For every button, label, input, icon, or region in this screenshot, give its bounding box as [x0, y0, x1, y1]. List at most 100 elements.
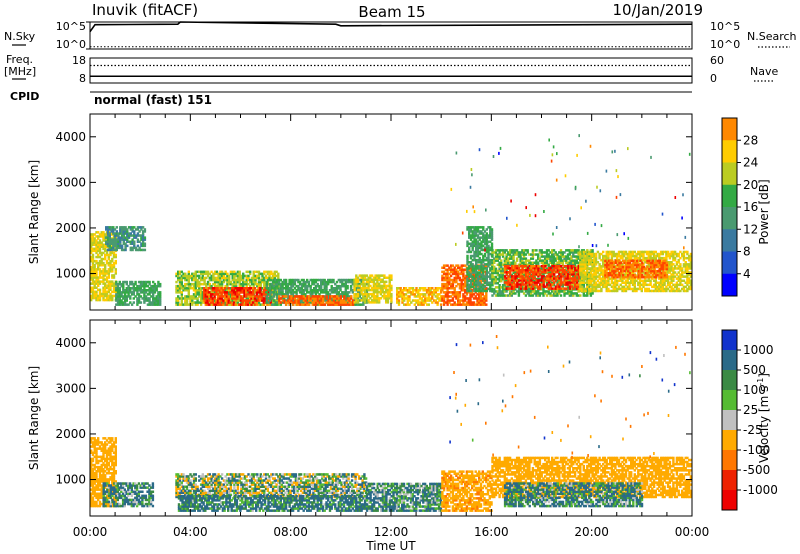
power-cell: [582, 249, 585, 252]
power-cell: [451, 299, 455, 302]
power-cell: [487, 236, 490, 239]
power-cell: [444, 284, 448, 288]
power-cell: [105, 280, 109, 283]
power-cell: [545, 255, 549, 258]
power-cell: [126, 236, 129, 239]
power-cell: [242, 282, 245, 286]
power-cell: [129, 289, 132, 292]
power-cell: [418, 293, 422, 296]
power-cell: [360, 297, 363, 300]
power-cell: [563, 251, 566, 254]
power-cell: [283, 299, 286, 302]
power-cell: [325, 284, 328, 288]
power-cell: [483, 240, 487, 243]
power-cell: [120, 238, 124, 241]
power-cell: [489, 246, 492, 250]
power-cell: [458, 295, 462, 298]
power-cell: [184, 276, 187, 280]
power-cell: [554, 264, 558, 268]
power-cell: [517, 255, 521, 258]
power-cell: [106, 236, 110, 239]
power-cell: [545, 261, 549, 264]
power-cell: [228, 278, 231, 282]
power-cell: [271, 289, 275, 292]
power-cell: [512, 259, 515, 262]
power-cell: [510, 287, 514, 290]
power-cell: [196, 280, 199, 284]
power-cell: [250, 278, 254, 282]
power-cell: [372, 276, 376, 279]
power-cell: [102, 243, 105, 246]
power-cell: [95, 292, 98, 296]
power-cell: [565, 249, 568, 252]
power-cell: [362, 282, 365, 286]
power-cell: [111, 268, 114, 271]
power-cell: [290, 289, 293, 292]
power-cell: [106, 234, 110, 237]
power-cell: [232, 303, 236, 306]
power-cell: [242, 295, 245, 298]
power-cell: [575, 287, 579, 290]
power-cell: [563, 287, 566, 290]
power-cell: [560, 283, 563, 286]
power-cell: [242, 280, 245, 284]
power-cell: [514, 271, 517, 275]
power-cell: [390, 297, 393, 300]
power-cell: [224, 278, 227, 282]
power-cell: [102, 261, 105, 265]
freq-panel-frame: [89, 57, 693, 84]
power-cell: [365, 282, 369, 286]
power-cell: [329, 297, 332, 300]
power-cell: [475, 250, 478, 254]
power-cell: [314, 289, 318, 292]
power-cell: [381, 280, 384, 284]
power-cell: [516, 266, 519, 270]
power-cell: [587, 255, 591, 258]
power-cell: [462, 301, 465, 304]
power-cell: [133, 232, 136, 235]
power-cell: [467, 303, 470, 306]
power-cell: [489, 248, 492, 252]
power-cell: [134, 236, 138, 239]
power-cell: [482, 232, 485, 235]
power-cell: [449, 264, 453, 267]
power-cell: [498, 269, 501, 273]
power-cell: [370, 295, 374, 298]
power-cell: [318, 289, 321, 292]
power-cell: [236, 293, 239, 296]
power-cell: [304, 287, 307, 290]
power-cell: [422, 289, 425, 292]
power-cell: [469, 234, 473, 237]
power-cell: [98, 294, 102, 298]
power-cell: [521, 273, 524, 277]
power-cell: [320, 297, 323, 300]
power-cell: [222, 278, 226, 282]
power-cell: [530, 269, 533, 272]
power-cell: [553, 273, 556, 276]
power-cell: [524, 290, 528, 293]
power-cell: [112, 238, 115, 241]
power-cell: [566, 292, 570, 295]
power-cell: [532, 271, 535, 274]
power-cell: [313, 295, 316, 298]
power-cell: [579, 259, 582, 262]
power-cell: [223, 293, 227, 296]
power-cell: [348, 278, 351, 282]
power-cell: [293, 278, 297, 282]
power-cell: [233, 295, 236, 298]
power-cell: [505, 290, 508, 293]
power-cell: [582, 294, 585, 297]
power-cell: [485, 299, 488, 302]
power-cell: [476, 297, 479, 300]
power-cell: [544, 259, 547, 262]
power-cell: [469, 295, 472, 298]
nsky-right-tick-top: 10^5: [710, 20, 740, 33]
power-cell: [134, 282, 137, 286]
power-cell: [264, 289, 267, 292]
power-cell: [325, 297, 328, 300]
power-cell: [245, 284, 248, 288]
power-cell: [194, 272, 197, 276]
power-cell: [119, 244, 122, 248]
power-cell: [489, 281, 492, 284]
power-cell: [498, 267, 501, 271]
